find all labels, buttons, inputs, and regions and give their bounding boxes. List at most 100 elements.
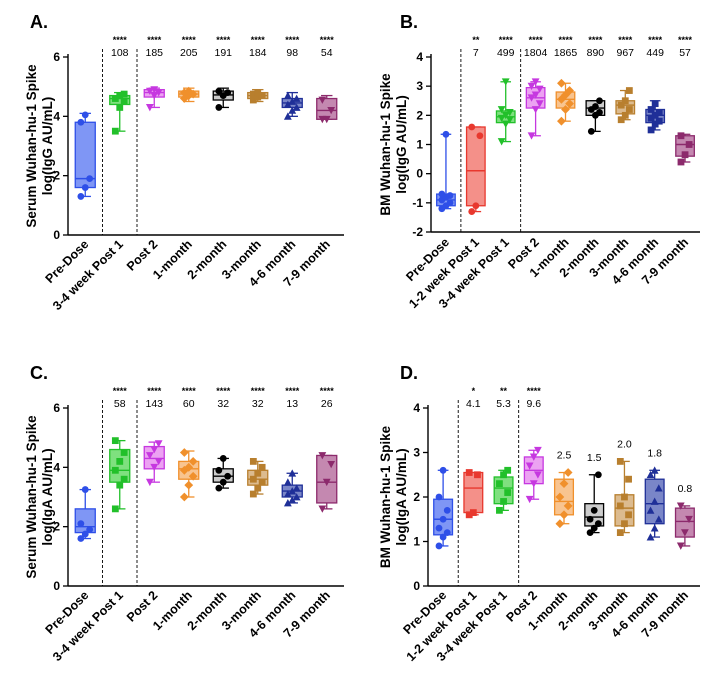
data-point: [219, 478, 227, 486]
data-point: [111, 437, 119, 445]
data-point: [474, 471, 481, 479]
data-point: [505, 109, 514, 117]
data-point: [680, 529, 689, 537]
y-tick-label: 2: [416, 108, 423, 122]
data-point: [116, 104, 124, 111]
data-point: [590, 524, 598, 532]
data-point: [254, 93, 262, 101]
box-group-0: [433, 466, 454, 550]
data-point: [283, 112, 292, 120]
data-point: [283, 499, 292, 507]
data-point: [120, 475, 128, 483]
data-point: [145, 452, 154, 460]
data-point: [621, 493, 628, 501]
data-point: [327, 107, 336, 115]
data-point: [647, 126, 655, 134]
data-point: [651, 111, 659, 119]
value-annotation: 13: [286, 398, 298, 410]
data-point: [468, 123, 476, 131]
box-group-6: [281, 91, 303, 120]
data-point: [504, 489, 512, 496]
data-point: [501, 78, 510, 86]
data-point: [465, 511, 473, 519]
data-point: [654, 515, 663, 523]
data-point: [258, 463, 266, 471]
panel-label: B.: [400, 12, 418, 32]
value-annotation: 32: [217, 398, 229, 410]
data-point: [497, 106, 506, 114]
box-group-4: [553, 468, 575, 529]
y-axis-label: Serum Wuhan-hu-1 Spikelog(IgA AU/mL): [24, 415, 55, 579]
data-point: [594, 520, 602, 528]
data-point: [535, 85, 544, 93]
data-point: [500, 498, 507, 505]
data-point: [468, 208, 476, 215]
data-point: [435, 524, 443, 532]
box-group-1: [463, 469, 484, 519]
value-annotation: 205: [180, 47, 198, 59]
y-tick-label: 0: [413, 579, 420, 593]
data-point: [534, 471, 542, 479]
data-point: [555, 519, 565, 529]
box-group-2: [493, 466, 514, 514]
data-point: [179, 94, 189, 103]
data-point: [651, 120, 659, 128]
y-tick-label: -2: [412, 225, 423, 239]
data-point: [616, 502, 624, 510]
value-annotation: 58: [114, 398, 126, 410]
box-group-0: [74, 486, 96, 542]
data-point: [322, 478, 331, 487]
significance-label: ****: [285, 35, 300, 45]
significance-label: **: [472, 35, 480, 45]
data-point: [651, 100, 659, 108]
significance-label: ****: [216, 35, 231, 45]
data-point: [77, 193, 85, 200]
data-point: [258, 478, 266, 486]
data-point: [505, 116, 514, 124]
y-axis-label: BM Wuhan-hu-1 Spikelog(IgA AU/mL): [378, 425, 409, 568]
data-point: [586, 515, 594, 523]
data-point: [77, 535, 85, 542]
data-point: [215, 466, 223, 474]
data-point: [472, 202, 480, 210]
data-point: [116, 481, 124, 489]
box: [674, 507, 695, 538]
y-tick-label: 1: [413, 535, 420, 549]
data-point: [116, 458, 124, 465]
data-point: [188, 471, 198, 481]
box-group-4: [212, 455, 234, 492]
box-group-8: [674, 502, 695, 550]
y-axis-label: BM Wuhan-hu-1 Spikelog(IgG AU/mL): [378, 73, 409, 216]
value-annotation: 449: [646, 47, 664, 59]
data-point: [179, 492, 189, 502]
value-annotation: 57: [679, 47, 691, 59]
data-point: [654, 484, 663, 492]
panel-b: B. BM Wuhan-hu-1 Spikelog(IgG AU/mL)-2 -1 0…: [378, 12, 700, 311]
significance-label: ****: [529, 35, 544, 45]
panel-d: D. BM Wuhan-hu-1 Spikelog(IgA AU/mL) 0 1 2 3 4…: [378, 363, 700, 664]
y-tick-label: 2: [53, 520, 60, 534]
data-point: [596, 109, 603, 116]
data-point: [650, 497, 659, 505]
data-point: [288, 97, 297, 105]
value-annotation: 108: [111, 47, 129, 59]
significance-label: ****: [588, 35, 603, 45]
value-annotation: 54: [321, 47, 333, 59]
data-point: [322, 115, 331, 124]
data-point: [154, 89, 163, 97]
data-point: [563, 468, 573, 477]
data-point: [527, 132, 536, 140]
data-point: [439, 533, 447, 541]
significance-label: ****: [499, 35, 514, 45]
data-point: [184, 462, 194, 472]
data-point: [283, 100, 292, 108]
value-annotation: 32: [252, 398, 264, 410]
data-point: [555, 492, 565, 502]
data-point: [327, 460, 336, 469]
box-group-7: [316, 452, 338, 513]
data-point: [442, 130, 450, 138]
y-tick-label: 0: [53, 228, 60, 242]
box-group-1: [109, 90, 131, 135]
significance-label: ****: [558, 35, 573, 45]
